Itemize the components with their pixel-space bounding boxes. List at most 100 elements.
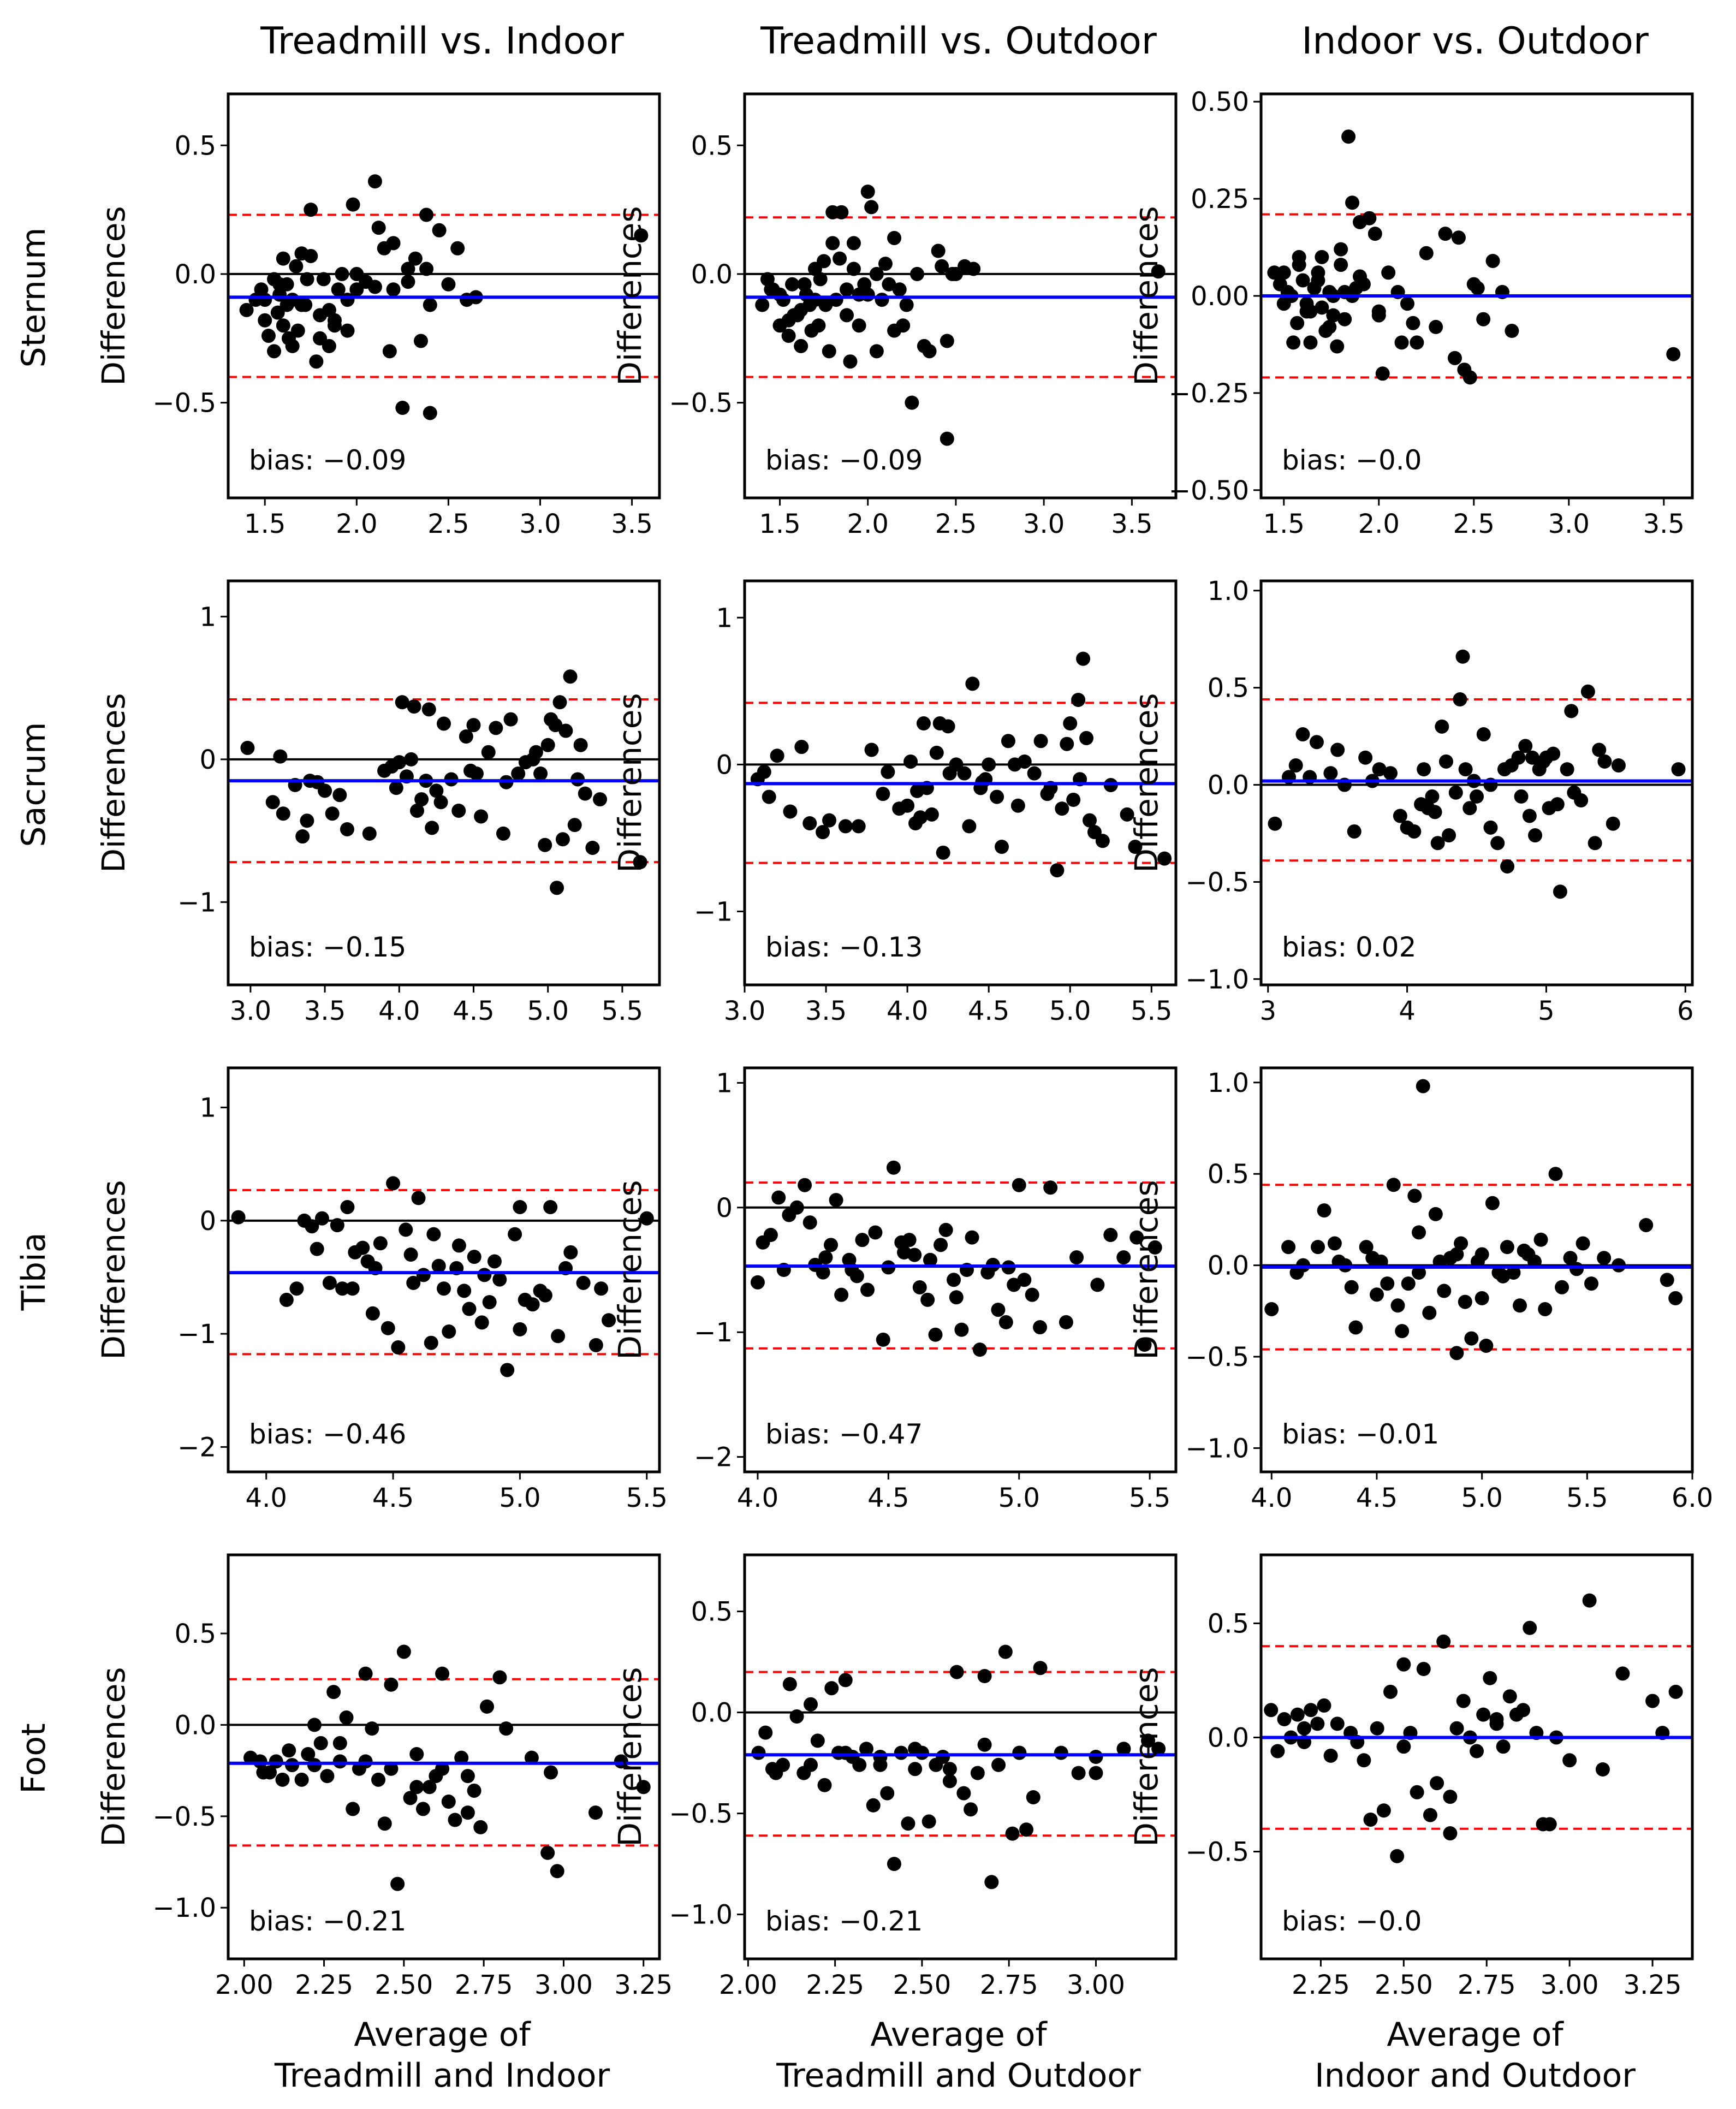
data-point bbox=[1546, 746, 1561, 761]
data-point bbox=[421, 702, 436, 717]
data-point bbox=[1148, 1240, 1162, 1255]
y-tick-label: 0.0 bbox=[691, 259, 733, 290]
data-point bbox=[1458, 762, 1473, 777]
data-point bbox=[771, 1190, 786, 1205]
panel-frame bbox=[743, 92, 1178, 500]
data-point bbox=[972, 1342, 987, 1357]
data-point bbox=[423, 406, 437, 420]
data-point bbox=[949, 1665, 964, 1679]
xlabel-line1-indoor-outdoor: Average of bbox=[1387, 2016, 1564, 2054]
data-point bbox=[401, 275, 415, 289]
data-point bbox=[1079, 730, 1094, 745]
y-tick-label: −1.0 bbox=[669, 1900, 733, 1930]
data-point bbox=[340, 822, 354, 836]
y-tick-label: 0.0 bbox=[175, 1710, 216, 1740]
data-point bbox=[769, 1766, 783, 1780]
data-point bbox=[1033, 734, 1048, 748]
data-point bbox=[851, 819, 866, 834]
data-point bbox=[1597, 1251, 1612, 1266]
panel-frame bbox=[1259, 1066, 1694, 1474]
data-point bbox=[492, 1272, 507, 1287]
x-tick-label: 2.50 bbox=[1375, 1970, 1433, 2000]
data-point bbox=[390, 1876, 405, 1891]
x-tick-label: 2.0 bbox=[1358, 509, 1400, 539]
data-point bbox=[327, 313, 342, 328]
y-tick-label: 1 bbox=[716, 603, 733, 633]
data-point bbox=[1553, 884, 1567, 899]
data-point bbox=[1611, 758, 1626, 773]
data-point bbox=[998, 1644, 1013, 1659]
data-point bbox=[335, 1281, 350, 1296]
x-tick-label: 4.0 bbox=[246, 1483, 287, 1513]
data-point bbox=[846, 262, 861, 276]
data-point bbox=[1476, 727, 1491, 742]
data-point bbox=[942, 1774, 957, 1789]
data-point bbox=[437, 1281, 451, 1296]
data-point bbox=[1502, 1689, 1517, 1704]
data-point bbox=[783, 804, 798, 819]
x-tick-label: 4.5 bbox=[867, 1483, 909, 1513]
data-point bbox=[1412, 1225, 1426, 1240]
data-point bbox=[1120, 807, 1134, 822]
y-tick-label: −2 bbox=[177, 1432, 216, 1463]
data-point bbox=[1394, 335, 1409, 350]
data-point bbox=[563, 669, 578, 684]
data-point bbox=[1372, 762, 1387, 777]
data-point bbox=[782, 1677, 797, 1691]
data-point bbox=[1485, 253, 1500, 268]
data-point bbox=[1470, 281, 1485, 295]
data-point bbox=[1419, 246, 1434, 260]
panel-frame bbox=[1259, 579, 1694, 987]
data-point bbox=[855, 1233, 870, 1247]
data-point bbox=[1334, 258, 1348, 272]
data-point bbox=[860, 287, 875, 302]
data-point bbox=[873, 1750, 888, 1764]
panel-frame bbox=[1259, 92, 1694, 500]
data-point bbox=[367, 174, 382, 189]
data-point bbox=[552, 695, 567, 710]
data-point bbox=[1089, 1750, 1103, 1764]
x-tick-label: 5 bbox=[1538, 996, 1555, 1026]
data-point bbox=[331, 282, 346, 297]
data-point bbox=[459, 729, 473, 744]
data-point bbox=[1470, 1744, 1484, 1759]
plot-area bbox=[745, 1644, 1176, 1890]
data-point bbox=[330, 1218, 344, 1233]
y-tick-label: 0.50 bbox=[1191, 87, 1249, 117]
data-point bbox=[838, 1745, 853, 1760]
data-point bbox=[460, 1805, 475, 1820]
data-point bbox=[503, 712, 518, 727]
data-point bbox=[543, 1199, 558, 1214]
data-point bbox=[1059, 1315, 1073, 1329]
data-point bbox=[982, 757, 996, 772]
data-point bbox=[1500, 859, 1515, 874]
data-point bbox=[1505, 324, 1519, 338]
data-point bbox=[1317, 1203, 1331, 1218]
data-point bbox=[1010, 798, 1025, 813]
data-point bbox=[804, 323, 819, 338]
data-point bbox=[1116, 1742, 1131, 1756]
panel-frame bbox=[743, 1066, 1178, 1474]
data-point bbox=[513, 1199, 527, 1214]
panel-sternum-treadmill-outdoor: Differences 1.5 2.0 2.5 3.0 3.5 −0.5 0.0 0.5 bias… bbox=[611, 92, 1178, 539]
x-tick-label: 5.0 bbox=[998, 1483, 1040, 1513]
bias-annotation: bias: −0.21 bbox=[249, 1905, 406, 1937]
data-point bbox=[822, 813, 837, 828]
data-point bbox=[935, 259, 949, 274]
data-point bbox=[1290, 316, 1305, 330]
data-point bbox=[389, 781, 403, 795]
data-point bbox=[1268, 816, 1282, 831]
plot-area bbox=[745, 185, 1176, 446]
xlabel-line1-treadmill-indoor: Average of bbox=[354, 2016, 531, 2054]
data-point bbox=[1369, 1287, 1384, 1302]
data-point bbox=[829, 1193, 843, 1208]
data-point bbox=[425, 821, 439, 835]
y-axis-title: Differences bbox=[611, 206, 649, 385]
data-point bbox=[1390, 1298, 1405, 1313]
data-point bbox=[816, 1265, 830, 1280]
data-point bbox=[1668, 1291, 1683, 1305]
data-point bbox=[511, 767, 526, 781]
x-tick-label: 2.25 bbox=[1292, 1970, 1350, 2000]
data-point bbox=[824, 1238, 838, 1252]
y-tick-label: −1 bbox=[177, 1319, 216, 1350]
